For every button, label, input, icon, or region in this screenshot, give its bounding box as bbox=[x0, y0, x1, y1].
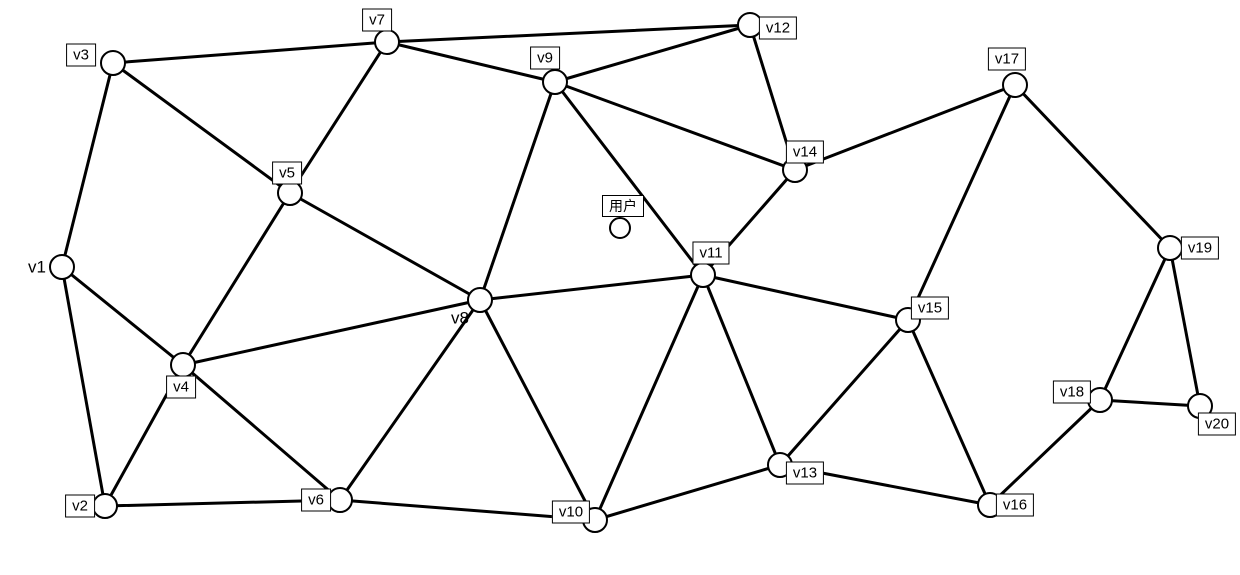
edge-v13-v15 bbox=[780, 320, 908, 465]
edge-v8-v9 bbox=[480, 82, 555, 300]
edge-v17-v19 bbox=[1015, 85, 1170, 248]
node-v2 bbox=[92, 493, 118, 519]
label-v3: v3 bbox=[66, 44, 96, 67]
edge-v11-v15 bbox=[703, 275, 908, 320]
edge-v15-v17 bbox=[908, 85, 1015, 320]
label-v19: v19 bbox=[1181, 237, 1219, 260]
edge-v8-v10 bbox=[480, 300, 595, 520]
edge-v6-v8 bbox=[340, 300, 480, 500]
edge-v10-v11 bbox=[595, 275, 703, 520]
label-v15: v15 bbox=[911, 297, 949, 320]
edge-v4-v5 bbox=[183, 193, 290, 365]
edge-v1-v4 bbox=[62, 267, 183, 365]
node-v1 bbox=[49, 254, 75, 280]
edge-v10-v13 bbox=[595, 465, 780, 520]
edge-v9-v11 bbox=[555, 82, 703, 275]
edge-v3-v7 bbox=[113, 42, 387, 63]
edge-v5-v8 bbox=[290, 193, 480, 300]
edge-v16-v18 bbox=[990, 400, 1100, 505]
edge-v1-v3 bbox=[62, 63, 113, 267]
node-v3 bbox=[100, 50, 126, 76]
label-v4: v4 bbox=[166, 376, 196, 399]
edge-v11-v13 bbox=[703, 275, 780, 465]
label-v20: v20 bbox=[1198, 413, 1236, 436]
node-user bbox=[609, 217, 631, 239]
edge-v9-v14 bbox=[555, 82, 795, 170]
label-v18: v18 bbox=[1053, 381, 1091, 404]
edge-v18-v19 bbox=[1100, 248, 1170, 400]
edge-v4-v8 bbox=[183, 300, 480, 365]
label-v9: v9 bbox=[530, 47, 560, 70]
edge-v9-v12 bbox=[555, 25, 750, 82]
label-v2: v2 bbox=[65, 495, 95, 518]
edge-v1-v2 bbox=[62, 267, 105, 506]
edge-v18-v20 bbox=[1100, 400, 1200, 406]
label-v14: v14 bbox=[786, 141, 824, 164]
label-v11: v11 bbox=[692, 242, 729, 265]
node-v11 bbox=[690, 262, 716, 288]
edge-v15-v16 bbox=[908, 320, 990, 505]
node-v9 bbox=[542, 69, 568, 95]
edge-v14-v17 bbox=[795, 85, 1015, 170]
edge-v7-v12 bbox=[387, 25, 750, 42]
node-v7 bbox=[374, 29, 400, 55]
label-v12: v12 bbox=[759, 17, 797, 40]
edge-v3-v5 bbox=[113, 63, 290, 193]
label-v10: v10 bbox=[552, 501, 590, 524]
node-v4 bbox=[170, 352, 196, 378]
label-user: 用户 bbox=[602, 195, 644, 217]
label-v5: v5 bbox=[272, 162, 302, 185]
label-v6: v6 bbox=[301, 489, 331, 512]
edge-v5-v7 bbox=[290, 42, 387, 193]
label-v7: v7 bbox=[362, 9, 392, 32]
edge-v4-v6 bbox=[183, 365, 340, 500]
node-v17 bbox=[1002, 72, 1028, 98]
network-diagram: v1 v2 v3 v4 v5 v6 v7 v8 v9 v10 v11 v12 v13 v14 v15 v16 v… bbox=[0, 0, 1240, 575]
label-v1: v1 bbox=[22, 256, 52, 279]
label-v16: v16 bbox=[996, 494, 1034, 517]
edge-layer bbox=[0, 0, 1240, 575]
edge-v8-v11 bbox=[480, 275, 703, 300]
label-v17: v17 bbox=[988, 48, 1026, 71]
label-v8: v8 bbox=[445, 307, 475, 330]
label-v13: v13 bbox=[786, 462, 824, 485]
node-v19 bbox=[1157, 235, 1183, 261]
edge-v19-v20 bbox=[1170, 248, 1200, 406]
